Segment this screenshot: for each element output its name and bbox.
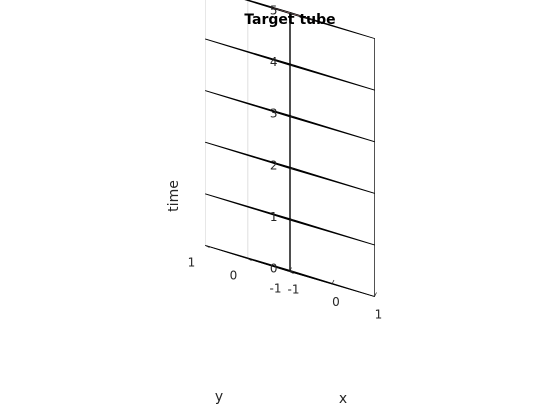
x-tick-mark-0	[289, 267, 292, 272]
slice-outer-t5	[244, 0, 375, 39]
z-tick-label-0: 0	[270, 262, 278, 276]
ticks-layer: 0 1 2 3 4 5 -1 0 1 -1 0 1	[188, 4, 383, 322]
slice-inner-t1	[247, 206, 333, 233]
slice-inner-t4	[247, 51, 333, 78]
x-tick-mark-1	[331, 279, 335, 285]
z-tick-label-2: 2	[270, 158, 278, 172]
x-tick-label-0: -1	[288, 283, 300, 297]
z-tick-label-5: 5	[270, 4, 278, 18]
x-tick-label-2: 1	[375, 308, 383, 322]
y-tick-mark-1	[247, 258, 252, 261]
chart-title: Target tube	[244, 12, 335, 28]
y-tick-mark-0	[289, 271, 294, 274]
y-tick-label-1: 0	[230, 269, 238, 283]
x-axis-label: x	[339, 391, 347, 407]
z-tick-label-1: 1	[270, 210, 278, 224]
y-tick-mark-2	[205, 245, 210, 248]
y-tick-label-2: 1	[188, 256, 196, 270]
x-tick-mark-2	[374, 292, 377, 297]
slice-inner-t3	[247, 102, 333, 130]
x-tick-label-1: 0	[332, 295, 340, 309]
z-axis-label: time	[166, 180, 182, 212]
slice-inner-t2	[247, 154, 333, 182]
grid-layer	[205, 0, 375, 297]
slices-layer	[205, 0, 375, 297]
z-tick-label-4: 4	[270, 55, 278, 69]
y-tick-label-0: -1	[270, 282, 282, 296]
axes-box	[205, 12, 375, 297]
y-axis-label: y	[215, 389, 223, 405]
z-tick-label-3: 3	[270, 107, 278, 121]
